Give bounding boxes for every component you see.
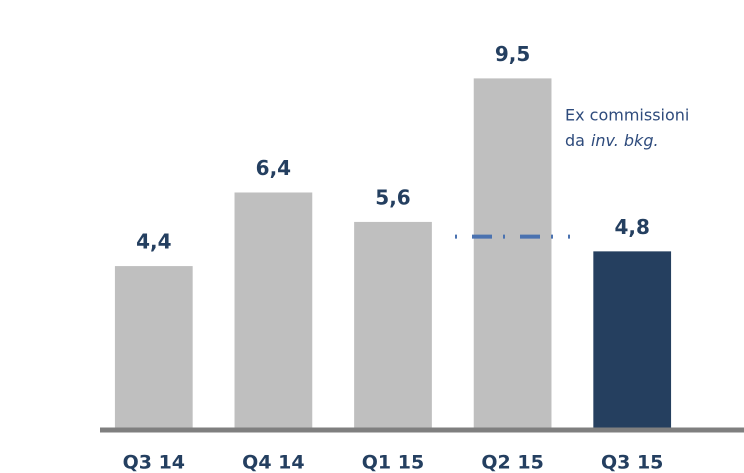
value-label: 5,6 xyxy=(375,185,410,209)
annotation-italic: inv. bkg. xyxy=(591,131,659,150)
bar xyxy=(354,221,432,428)
x-tick-label: Q4 14 xyxy=(242,452,304,473)
value-label: 4,4 xyxy=(136,230,171,254)
value-label: 4,8 xyxy=(614,215,649,239)
value-label: 6,4 xyxy=(256,156,291,180)
x-tick-label: Q1 15 xyxy=(362,452,424,473)
annotation-text: da xyxy=(565,131,585,150)
x-tick-label: Q3 14 xyxy=(123,452,185,473)
x-tick-label: Q3 15 xyxy=(601,452,663,473)
annotation-line1: Ex commissioni xyxy=(565,106,689,125)
annotation-line2: da inv. bkg. xyxy=(565,131,659,150)
value-label: 9,5 xyxy=(495,42,530,66)
x-tick-label: Q2 15 xyxy=(481,452,543,473)
bar xyxy=(114,266,193,428)
bar xyxy=(593,251,672,428)
bar xyxy=(234,192,313,428)
bar xyxy=(473,78,552,429)
